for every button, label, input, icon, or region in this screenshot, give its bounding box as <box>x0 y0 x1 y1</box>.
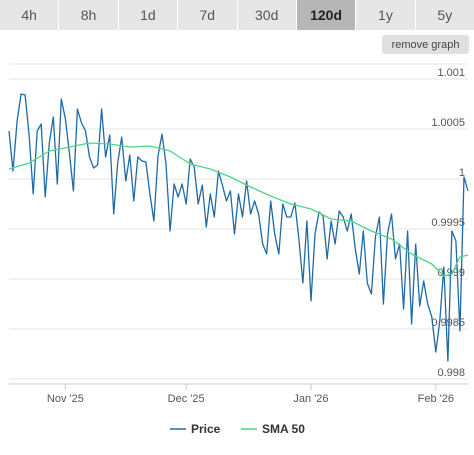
price-line <box>8 93 469 362</box>
x-tick-label: Feb '26 <box>418 393 454 405</box>
y-tick-label: 1 <box>459 167 465 179</box>
y-tick-label: 0.998 <box>437 367 465 379</box>
tab-30d[interactable]: 30d <box>237 0 297 30</box>
remove-graph-button[interactable]: remove graph <box>382 35 469 54</box>
tab-1d[interactable]: 1d <box>118 0 179 30</box>
x-tick-label: Jan '26 <box>293 393 328 405</box>
legend-sma50-label: SMA 50 <box>262 422 305 436</box>
y-tick-label: 1.001 <box>437 67 465 79</box>
tab-1y[interactable]: 1y <box>356 0 416 30</box>
y-tick-label: 0.9995 <box>431 217 465 229</box>
x-tick-label: Nov '25 <box>47 393 84 405</box>
tab-4h[interactable]: 4h <box>0 0 60 30</box>
legend-price-label: Price <box>191 422 221 436</box>
tab-5y[interactable]: 5y <box>415 0 474 30</box>
tab-120d[interactable]: 120d <box>296 0 357 30</box>
tab-8h[interactable]: 8h <box>59 0 119 30</box>
x-tick-label: Dec '25 <box>168 393 205 405</box>
y-tick-label: 1.0005 <box>431 117 465 129</box>
range-tabs: 4h 8h 1d 7d 30d 120d 1y 5y <box>0 0 474 30</box>
tab-7d[interactable]: 7d <box>178 0 238 30</box>
sma50-line <box>8 142 469 277</box>
